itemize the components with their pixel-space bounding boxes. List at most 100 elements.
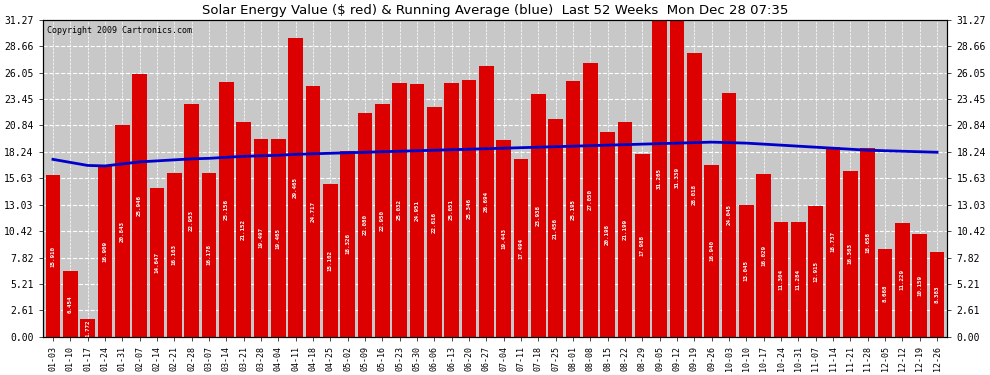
Text: 11.304: 11.304 (778, 269, 783, 290)
Text: 20.843: 20.843 (120, 220, 125, 242)
Bar (652, 20, 667, 337)
Text: 28.018: 28.018 (692, 184, 697, 205)
Bar (80, 319, 95, 337)
Bar (756, 174, 771, 337)
Bar (271, 140, 286, 337)
Bar (237, 122, 251, 337)
Text: 21.456: 21.456 (553, 217, 558, 238)
Text: 25.946: 25.946 (138, 195, 143, 216)
Bar (618, 122, 633, 337)
Text: 16.163: 16.163 (172, 244, 177, 266)
Bar (219, 82, 234, 337)
Bar (895, 223, 910, 337)
Text: 6.454: 6.454 (67, 296, 73, 313)
Text: 16.940: 16.940 (709, 240, 714, 261)
Bar (341, 151, 355, 337)
Text: 11.229: 11.229 (900, 269, 905, 290)
Text: 16.909: 16.909 (103, 241, 108, 262)
Text: 11.284: 11.284 (796, 269, 801, 290)
Bar (202, 173, 217, 337)
Bar (410, 84, 425, 337)
Bar (496, 140, 511, 337)
Bar (913, 234, 927, 337)
Text: 25.195: 25.195 (570, 199, 575, 220)
Bar (427, 108, 442, 337)
Text: 24.951: 24.951 (415, 200, 420, 221)
Bar (669, 19, 684, 337)
Text: 25.346: 25.346 (466, 198, 471, 219)
Text: 14.647: 14.647 (154, 252, 159, 273)
Text: 26.694: 26.694 (484, 191, 489, 212)
Text: 22.953: 22.953 (189, 210, 194, 231)
Bar (860, 148, 875, 337)
Text: 12.915: 12.915 (813, 261, 818, 282)
Text: 22.080: 22.080 (362, 214, 367, 236)
Text: 13.045: 13.045 (743, 260, 748, 281)
Text: 17.988: 17.988 (640, 235, 644, 256)
Text: 16.029: 16.029 (761, 245, 766, 266)
Text: 23.938: 23.938 (536, 205, 541, 226)
Text: 27.050: 27.050 (588, 189, 593, 210)
Text: 20.198: 20.198 (605, 224, 610, 245)
Bar (773, 222, 788, 337)
Text: 15.910: 15.910 (50, 246, 55, 267)
Text: 18.737: 18.737 (831, 231, 836, 252)
Text: 8.668: 8.668 (882, 284, 887, 302)
Bar (357, 113, 372, 337)
Bar (392, 83, 407, 337)
Bar (323, 184, 338, 337)
Text: 17.494: 17.494 (519, 238, 524, 259)
Text: 21.152: 21.152 (242, 219, 247, 240)
Text: 16.363: 16.363 (847, 243, 852, 264)
Text: 31.265: 31.265 (657, 168, 662, 189)
Bar (479, 66, 494, 337)
Bar (445, 83, 459, 337)
Bar (930, 252, 944, 337)
Bar (46, 176, 60, 337)
Text: 24.717: 24.717 (311, 201, 316, 222)
Bar (687, 53, 702, 337)
Bar (98, 165, 112, 337)
Title: Solar Energy Value ($ red) & Running Average (blue)  Last 52 Weeks  Mon Dec 28 0: Solar Energy Value ($ red) & Running Ave… (202, 4, 788, 17)
Bar (115, 126, 130, 337)
Text: 21.199: 21.199 (623, 219, 628, 240)
Bar (548, 119, 563, 337)
Bar (843, 171, 857, 337)
Bar (288, 38, 303, 337)
Bar (722, 93, 737, 337)
Text: 25.051: 25.051 (449, 199, 454, 220)
Text: 19.443: 19.443 (501, 228, 506, 249)
Bar (808, 206, 823, 337)
Bar (565, 81, 580, 337)
Text: 18.326: 18.326 (346, 233, 350, 254)
Text: Copyright 2009 Cartronics.com: Copyright 2009 Cartronics.com (48, 26, 192, 35)
Bar (149, 188, 164, 337)
Bar (167, 173, 182, 337)
Bar (600, 132, 615, 337)
Bar (791, 222, 806, 337)
Bar (375, 104, 390, 337)
Text: 1.772: 1.772 (85, 319, 90, 337)
Text: 15.102: 15.102 (328, 250, 333, 271)
Text: 24.045: 24.045 (727, 204, 732, 225)
Bar (63, 272, 77, 337)
Bar (704, 165, 719, 337)
Bar (878, 249, 892, 337)
Text: 22.616: 22.616 (432, 211, 437, 232)
Bar (826, 147, 841, 337)
Bar (461, 80, 476, 337)
Text: 22.950: 22.950 (380, 210, 385, 231)
Bar (739, 204, 753, 337)
Text: 10.159: 10.159 (917, 275, 923, 296)
Bar (306, 86, 321, 337)
Text: 19.465: 19.465 (276, 228, 281, 249)
Bar (184, 104, 199, 337)
Text: 8.383: 8.383 (935, 285, 940, 303)
Bar (635, 154, 649, 337)
Bar (531, 94, 545, 337)
Text: 16.178: 16.178 (207, 244, 212, 265)
Text: 31.339: 31.339 (674, 167, 679, 188)
Bar (253, 139, 268, 337)
Bar (133, 74, 147, 337)
Text: 19.497: 19.497 (258, 228, 263, 249)
